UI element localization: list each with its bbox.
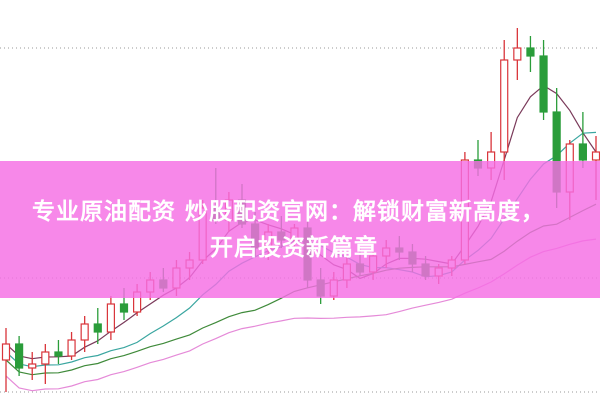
candle-up [80,323,89,341]
candle-down [54,351,63,357]
candle-up [41,351,50,365]
title-banner [0,161,600,298]
candle-down [526,47,535,57]
banner-title-line2: 开启投资新篇章 [210,235,378,261]
candle-down [578,143,587,161]
banner-title-line1: 专业原油配资 炒股配资官网：解锁财富新高度， [32,199,546,225]
candle-up [67,339,76,357]
candle-up [1,343,11,361]
candle-up [500,59,509,153]
candle-up [28,363,37,369]
candle-down [93,323,102,333]
candle-up [106,303,115,333]
candle-down [15,343,24,369]
candle-down [119,303,129,313]
candle-down [539,55,548,113]
candle-up [591,151,600,161]
candle-up [513,47,522,61]
